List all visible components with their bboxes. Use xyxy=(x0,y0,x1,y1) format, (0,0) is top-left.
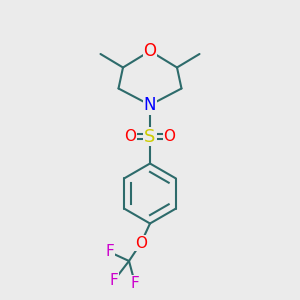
Text: F: F xyxy=(130,276,140,291)
Text: O: O xyxy=(135,236,147,250)
Text: S: S xyxy=(144,128,156,146)
Text: N: N xyxy=(144,96,156,114)
Text: F: F xyxy=(105,244,114,260)
Text: O: O xyxy=(164,129,175,144)
Text: O: O xyxy=(143,42,157,60)
Text: F: F xyxy=(110,273,118,288)
Text: O: O xyxy=(124,129,136,144)
